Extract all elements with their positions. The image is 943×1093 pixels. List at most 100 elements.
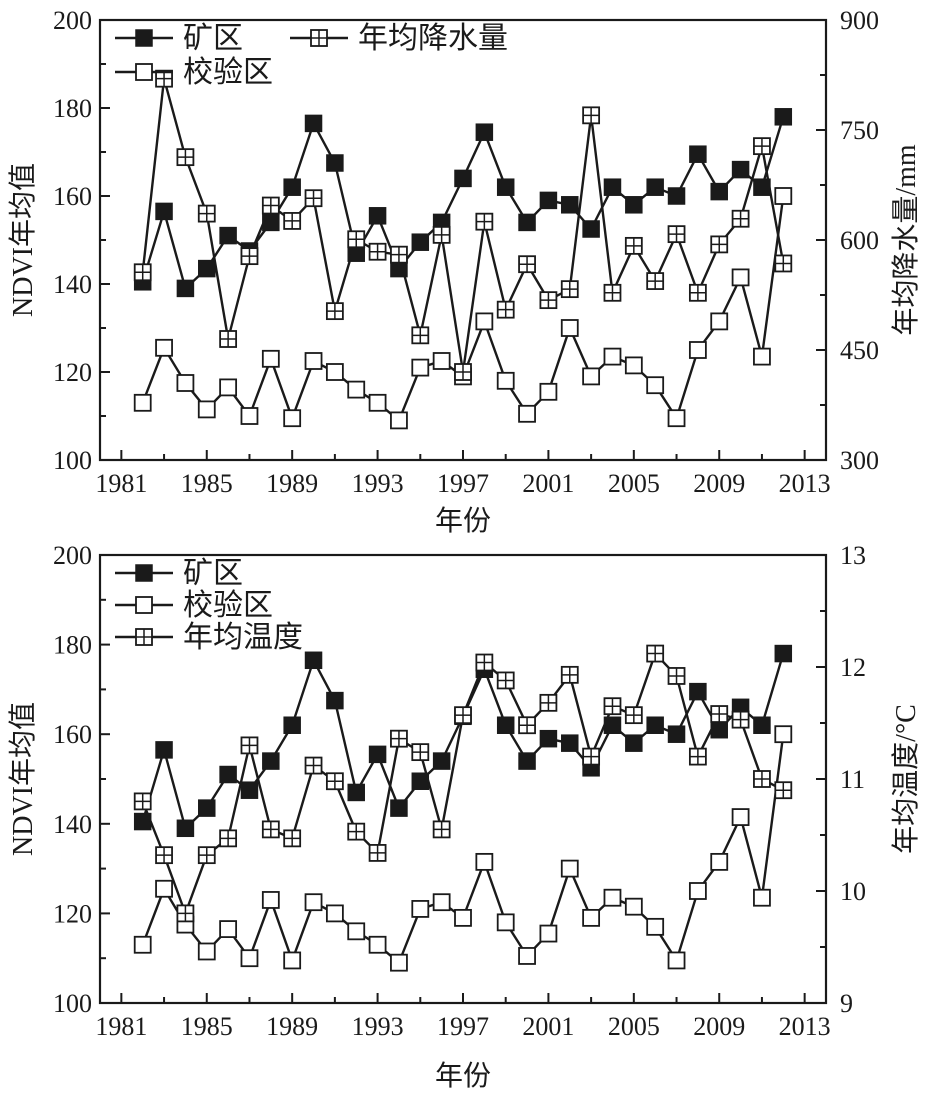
- data-point: [219, 330, 238, 348]
- data-point: [646, 376, 665, 395]
- data-point: [240, 736, 259, 755]
- marker-open-square: [347, 922, 366, 941]
- data-point: [560, 665, 579, 684]
- data-point: [325, 772, 344, 791]
- marker-open-square: [240, 407, 259, 425]
- x-tick-label: 1997: [437, 1012, 489, 1041]
- data-point: [347, 783, 365, 802]
- y-left-tick-label: 120: [53, 899, 92, 928]
- data-point: [261, 820, 280, 839]
- data-point: [368, 935, 387, 954]
- data-point: [667, 951, 686, 970]
- data-point: [518, 716, 536, 735]
- marker-filled-square: [368, 745, 387, 764]
- legend-marker: [310, 29, 328, 47]
- data-point: [347, 230, 366, 249]
- marker-open-square: [133, 935, 152, 954]
- series-validation-area: [133, 725, 793, 972]
- data-point: [731, 710, 750, 729]
- y-left-tick-label: 100: [53, 989, 92, 1018]
- legend-item: 矿区: [115, 557, 243, 590]
- data-point: [155, 69, 173, 88]
- x-tick-label: 2005: [608, 469, 660, 498]
- data-point: [283, 716, 301, 734]
- data-point: [176, 904, 195, 923]
- marker-filled-square: [561, 734, 579, 752]
- data-point: [198, 259, 216, 278]
- marker-filled-square: [625, 196, 643, 214]
- y-right-axis-label: 年均温度/°C: [890, 704, 922, 854]
- marker-filled-square: [198, 259, 216, 278]
- data-point: [155, 338, 173, 357]
- data-point: [774, 187, 793, 205]
- data-point: [560, 319, 579, 337]
- data-point: [518, 213, 536, 232]
- marker-open-square: [368, 935, 387, 954]
- x-tick-label: 2009: [693, 469, 745, 498]
- marker-filled-square: [689, 145, 707, 163]
- data-point: [261, 196, 280, 215]
- marker-filled-square: [646, 178, 664, 196]
- marker-open-square: [261, 349, 280, 368]
- legend-label: 校验区: [183, 56, 273, 89]
- upper-chart-panel: 1981 1985 1989 1993 1997 2001 2005 2009 2013 100 1…: [7, 6, 922, 537]
- data-point: [539, 291, 558, 310]
- x-axis-label: 年份: [435, 1060, 491, 1092]
- legend-item: 矿区: [115, 22, 243, 55]
- marker-open-square: [325, 363, 344, 381]
- legend-label: 矿区: [183, 557, 243, 590]
- x-tick-label: 2013: [779, 469, 831, 498]
- data-point: [432, 225, 451, 244]
- marker-open-square: [432, 352, 451, 370]
- data-point: [197, 846, 216, 865]
- data-point: [411, 326, 430, 345]
- data-point: [475, 653, 494, 672]
- marker-filled-square: [518, 213, 536, 232]
- data-point: [731, 808, 750, 826]
- marker-open-square: [496, 913, 515, 932]
- data-point: [283, 178, 301, 196]
- marker-open-square: [753, 347, 771, 366]
- data-point: [368, 393, 387, 412]
- data-point: [496, 371, 515, 390]
- data-point: [325, 302, 344, 321]
- legend-marker: [135, 63, 153, 81]
- data-point: [582, 908, 601, 927]
- series-line: [141, 734, 785, 965]
- y-left-tick-label: 180: [53, 631, 92, 660]
- data-point: [774, 781, 793, 800]
- marker-open-square: [155, 879, 173, 898]
- data-point: [582, 106, 601, 125]
- data-point: [283, 409, 302, 428]
- legend-marker: [135, 628, 153, 646]
- data-point: [411, 743, 430, 762]
- data-point: [411, 233, 430, 251]
- data-point: [368, 207, 387, 225]
- marker-open-square: [135, 63, 153, 81]
- y-left-tick-label: 160: [53, 182, 92, 211]
- data-point: [325, 904, 344, 923]
- marker-open-square: [518, 947, 536, 965]
- marker-filled-square: [368, 207, 387, 225]
- marker-open-square: [560, 319, 579, 337]
- marker-filled-square: [689, 682, 707, 701]
- data-point: [347, 380, 366, 399]
- marker-filled-square: [603, 178, 622, 196]
- marker-open-square: [240, 949, 259, 968]
- marker-filled-square: [262, 752, 280, 770]
- data-point: [240, 949, 259, 968]
- data-point: [133, 393, 152, 412]
- marker-filled-square: [135, 564, 153, 582]
- marker-filled-square: [135, 29, 153, 47]
- marker-filled-square: [539, 729, 558, 748]
- marker-filled-square: [155, 741, 173, 759]
- y-left-tick-label: 140: [53, 270, 92, 299]
- data-point: [454, 169, 472, 188]
- data-point: [240, 247, 259, 266]
- data-point: [219, 920, 238, 938]
- marker-open-square: [539, 382, 558, 401]
- marker-open-square: [496, 371, 515, 390]
- y-right-axis-label: 年均降水量/mm: [890, 144, 922, 336]
- marker-open-square: [133, 393, 152, 412]
- data-point: [219, 378, 238, 397]
